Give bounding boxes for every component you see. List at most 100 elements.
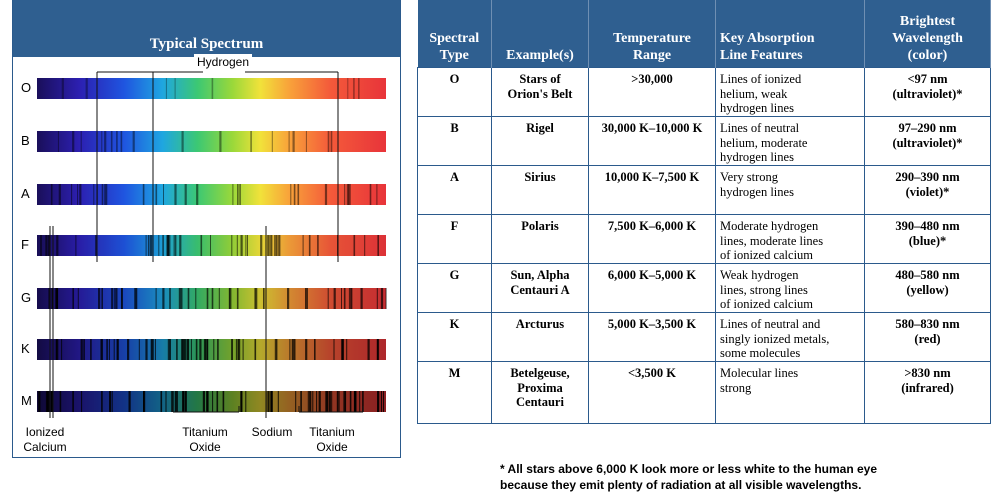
absorption-line	[109, 391, 111, 412]
cell-spectral-type: F	[417, 214, 492, 264]
caption-ionized-calcium: Ionized Calcium	[23, 425, 67, 454]
header-temperature: Temperature Range	[588, 0, 716, 68]
absorption-line	[101, 184, 104, 205]
absorption-line	[101, 288, 103, 309]
spectrum-bar-shade	[37, 288, 386, 309]
table-row: K Arcturus 5,000 K–3,500 K Lines of neutral…	[417, 312, 991, 362]
absorption-line	[308, 235, 311, 256]
spectrum-bar-b	[37, 131, 386, 152]
absorption-line	[178, 288, 181, 309]
absorption-line	[245, 235, 247, 256]
absorption-line	[237, 184, 239, 205]
absorption-line	[317, 235, 319, 256]
absorption-line	[160, 391, 163, 412]
absorption-line	[240, 391, 243, 412]
absorption-line	[147, 235, 150, 256]
absorption-line	[113, 339, 115, 360]
absorption-line	[100, 339, 103, 360]
absorption-line	[330, 131, 333, 152]
absorption-line	[263, 288, 265, 309]
absorption-line	[184, 391, 187, 412]
absorption-line	[333, 339, 335, 360]
absorption-line	[254, 339, 257, 360]
absorption-line	[56, 339, 59, 360]
table-header-row: Spectral Type Example(s) Temperature Ran…	[417, 0, 991, 68]
table-row: F Polaris 7,500 K–6,000 K Moderate hydrogen…	[417, 214, 991, 264]
absorption-line	[247, 235, 248, 256]
absorption-line	[181, 339, 184, 360]
absorption-line	[169, 288, 171, 309]
absorption-line	[196, 184, 199, 205]
absorption-line	[287, 288, 290, 309]
absorption-line	[217, 339, 219, 360]
type-label-b: B	[21, 133, 30, 148]
type-label-o: O	[21, 80, 32, 95]
absorption-line	[268, 235, 270, 256]
absorption-line	[95, 235, 98, 256]
spectrum-bar-a	[37, 184, 386, 205]
absorption-line	[275, 339, 278, 360]
absorption-line	[316, 391, 318, 412]
absorption-line	[80, 339, 83, 360]
absorption-line	[168, 235, 171, 256]
absorption-line	[305, 288, 308, 309]
cell-temperature: >30,000	[588, 67, 716, 117]
cell-temperature: 5,000 K–3,500 K	[588, 312, 716, 362]
absorption-line	[343, 391, 346, 412]
absorption-line	[300, 391, 302, 412]
type-label-m: M	[21, 393, 32, 408]
absorption-line	[288, 131, 290, 152]
absorption-line	[376, 184, 378, 205]
absorption-line	[305, 131, 307, 152]
absorption-line	[56, 235, 59, 256]
absorption-line	[206, 288, 209, 309]
absorption-line	[138, 339, 140, 360]
table-row: O Stars of Orion's Belt >30,000 Lines of ion…	[417, 67, 991, 117]
absorption-line	[238, 339, 241, 360]
cell-examples: Sirius	[491, 165, 589, 215]
absorption-line	[114, 288, 116, 309]
absorption-line	[276, 235, 278, 256]
absorption-line	[314, 339, 316, 360]
spectra-diagram: Hydrogen	[37, 54, 387, 418]
absorption-line	[358, 78, 360, 99]
absorption-line	[61, 78, 64, 99]
absorption-line	[331, 391, 333, 412]
absorption-line	[237, 339, 239, 360]
header-examples: Example(s)	[491, 0, 589, 68]
absorption-line	[83, 339, 85, 360]
absorption-line	[85, 78, 88, 99]
absorption-line	[128, 391, 131, 412]
absorption-line	[206, 391, 209, 412]
cell-examples: Stars of Orion's Belt	[491, 67, 589, 117]
absorption-line	[190, 339, 192, 360]
absorption-line	[116, 131, 118, 152]
absorption-line	[229, 288, 232, 309]
absorption-line	[50, 184, 53, 205]
type-label-g: G	[21, 290, 32, 305]
absorption-line	[212, 391, 214, 412]
absorption-line	[135, 288, 138, 309]
spectrum-bar-o	[37, 78, 386, 99]
absorption-line	[210, 235, 211, 256]
absorption-line	[111, 288, 114, 309]
absorption-line	[200, 235, 203, 256]
absorption-line	[40, 235, 42, 256]
absorption-line	[47, 235, 50, 256]
cell-wavelength: 480–580 nm (yellow)	[864, 263, 991, 313]
cell-spectral-type: B	[417, 116, 492, 166]
cell-features: Weak hydrogen lines, strong lines of ioniz…	[715, 263, 865, 313]
absorption-line	[338, 391, 340, 412]
absorption-line	[307, 391, 309, 412]
absorption-line	[186, 339, 190, 360]
caption-titanium-oxide-2: Titanium Oxide	[309, 425, 355, 454]
absorption-line	[173, 235, 175, 256]
absorption-line	[71, 184, 73, 205]
absorption-line	[108, 339, 110, 360]
absorption-line	[101, 391, 103, 412]
absorption-line	[291, 339, 294, 360]
absorption-line	[72, 288, 74, 309]
absorption-line	[318, 391, 321, 412]
absorption-line	[174, 235, 177, 256]
absorption-line	[101, 131, 103, 152]
